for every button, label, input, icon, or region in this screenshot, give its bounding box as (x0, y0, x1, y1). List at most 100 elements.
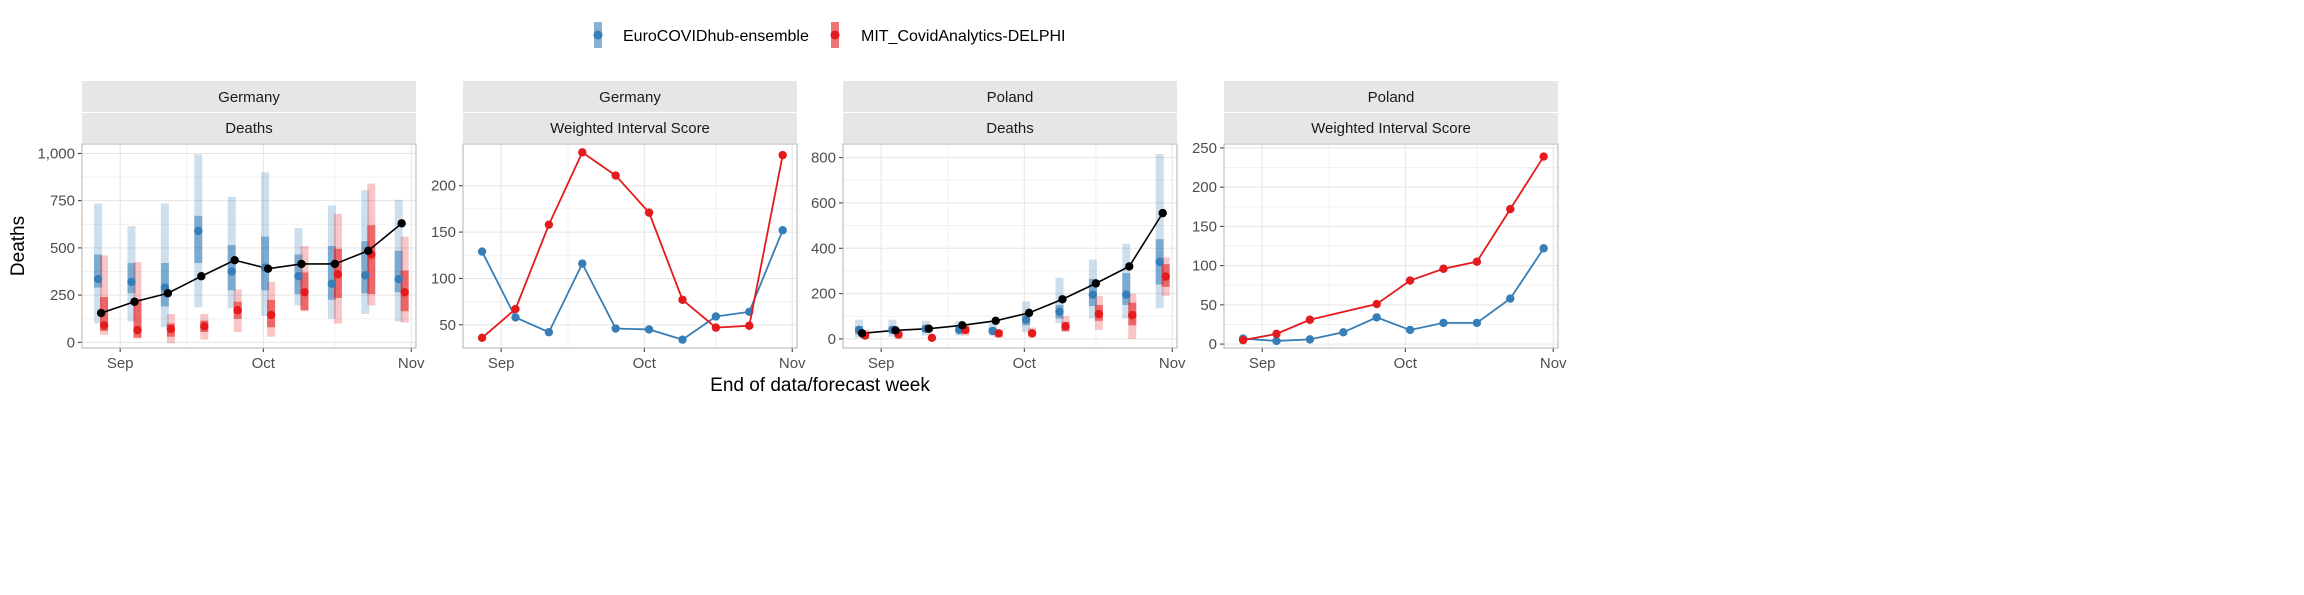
y-tick-label: 400 (811, 240, 836, 257)
score-point-delphi (511, 304, 520, 314)
score-line-delphi (481, 150, 784, 339)
strip-metric-label: Weighted Interval Score (1311, 120, 1471, 137)
score-point-ensemble (511, 313, 520, 322)
strip-metric-bg (843, 113, 1177, 143)
observed-point (197, 272, 206, 281)
legend-key-point-ensemble (593, 30, 603, 40)
x-tick-label: Sep (1249, 355, 1276, 372)
panel-border (1223, 143, 1559, 349)
strip-metric-label: Deaths (225, 120, 273, 137)
median-point-ensemble (1055, 307, 1064, 316)
x-tick-label: Nov (1540, 355, 1567, 372)
observed-point (96, 308, 106, 318)
y-tick-label: 150 (431, 224, 456, 241)
score-point-delphi (477, 333, 487, 342)
x-tick-label: Oct (252, 355, 276, 372)
strip-metric-label: Deaths (986, 120, 1034, 137)
score-point-delphi (1272, 329, 1281, 339)
band-outer-delphi (100, 255, 109, 335)
observed-point (1091, 279, 1101, 288)
observed-point (297, 259, 306, 269)
score-point-ensemble (1439, 318, 1448, 328)
score-point-delphi (1539, 152, 1548, 161)
panel-border (842, 143, 1178, 349)
y-tick-label: 750 (50, 193, 75, 210)
strip-location-label: Poland (1368, 89, 1415, 106)
median-point-delphi (1061, 322, 1070, 331)
strip-location-bg (463, 81, 797, 112)
score-point-ensemble (1372, 313, 1381, 322)
score-line-ensemble (481, 229, 784, 341)
strip-metric-label: Weighted Interval Score (550, 120, 710, 137)
x-tick-label: Nov (398, 355, 425, 372)
median-point-delphi (166, 324, 176, 334)
y-tick-label: 1,000 (37, 145, 75, 162)
band-inner-ensemble (1122, 273, 1131, 305)
median-point-delphi (1027, 329, 1037, 338)
y-tick-label: 0 (1209, 336, 1217, 353)
strip-metric-bg (463, 113, 797, 143)
y-tick-label: 100 (1192, 258, 1217, 275)
x-tick-label: Oct (1394, 355, 1418, 372)
median-point-ensemble (127, 277, 136, 287)
x-axis-title: End of data/forecast week (710, 375, 930, 396)
y-tick-label: 250 (1192, 140, 1217, 157)
score-point-delphi (745, 321, 754, 330)
strip-location-bg (843, 81, 1177, 112)
score-point-delphi (1439, 264, 1448, 273)
x-tick-label: Oct (633, 355, 657, 372)
score-point-ensemble (1272, 336, 1281, 346)
score-point-delphi (711, 323, 721, 332)
x-tick-label: Sep (488, 355, 515, 372)
panel-border (462, 143, 798, 349)
observed-point (330, 259, 340, 269)
median-point-ensemble (327, 279, 337, 288)
observed-line (100, 222, 403, 314)
score-point-delphi (1405, 276, 1415, 285)
y-tick-label: 50 (439, 317, 456, 334)
y-tick-label: 0 (67, 334, 75, 351)
observed-line (862, 212, 1164, 335)
observed-point (130, 297, 139, 306)
strip-location-bg (1224, 81, 1558, 112)
observed-point (263, 264, 273, 273)
median-point-delphi (233, 306, 242, 315)
median-point-delphi (994, 329, 1003, 338)
median-point-delphi (400, 288, 409, 297)
score-point-ensemble (644, 325, 654, 334)
strip-location-bg (82, 81, 416, 112)
score-point-ensemble (711, 312, 721, 321)
observed-point (1158, 208, 1167, 218)
median-point-delphi (99, 321, 109, 330)
observed-point (397, 219, 406, 228)
median-point-delphi (200, 322, 209, 331)
legend-label-ensemble: EuroCOVIDhub-ensemble (623, 28, 809, 45)
median-point-delphi (927, 333, 937, 342)
panel-poland-wis: Poland Weighted Interval Score Sep Oct Nov 0 5… (1192, 81, 1567, 372)
band-outer-ensemble (1155, 154, 1164, 309)
y-tick-label: 50 (1200, 297, 1217, 314)
y-tick-label: 500 (50, 240, 75, 257)
panel-poland-deaths: Poland Deaths Sep Oct Nov 0 200 400 600 800 (811, 81, 1186, 372)
y-axis-title: Deaths (8, 216, 29, 276)
median-point-delphi (1161, 272, 1170, 281)
observed-point (891, 326, 900, 335)
band-inner-ensemble (394, 250, 403, 293)
y-tick-label: 0 (828, 331, 836, 348)
score-point-delphi (1506, 204, 1515, 214)
plot-area (843, 144, 1177, 348)
x-tick-label: Sep (107, 355, 134, 372)
x-tick-label: Nov (779, 355, 806, 372)
score-line-ensemble (1243, 247, 1545, 342)
score-point-ensemble (1405, 325, 1415, 335)
score-point-delphi (778, 150, 787, 160)
median-point-ensemble (394, 274, 403, 284)
score-point-delphi (578, 148, 587, 157)
score-point-delphi (1372, 299, 1381, 309)
score-point-delphi (644, 208, 654, 217)
median-point-ensemble (1088, 290, 1098, 299)
observed-point (1058, 295, 1067, 304)
score-point-delphi (1305, 315, 1315, 324)
median-point-ensemble (294, 272, 303, 281)
band-inner-ensemble (261, 236, 270, 291)
